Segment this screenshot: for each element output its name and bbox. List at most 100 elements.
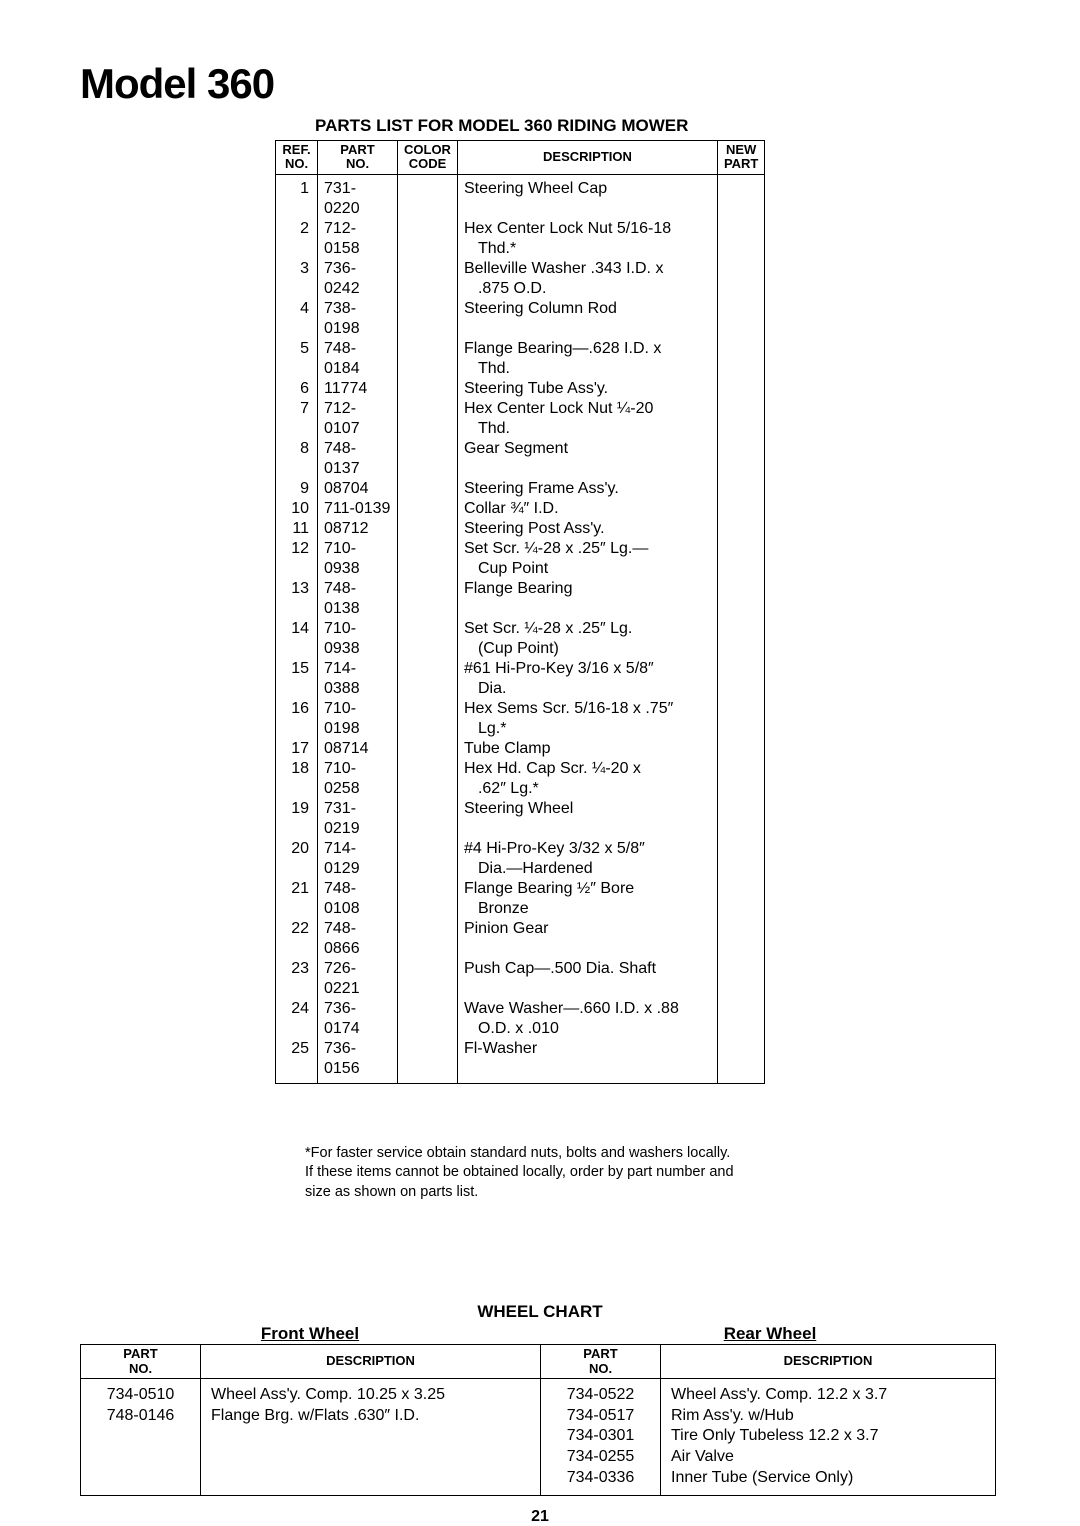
part-cell: 726-0221 [318,959,398,999]
table-row: 1108712Steering Post Ass'y. [276,519,765,539]
desc-cell: Steering Frame Ass'y. [457,479,717,499]
ref-cell: 8 [276,439,318,479]
desc-cell: Flange Bearing—.628 I.D. xThd. [457,339,717,379]
new-cell [717,439,764,479]
table-row: 611774Steering Tube Ass'y. [276,379,765,399]
color-cell [398,219,458,259]
desc-cell: Wave Washer—.660 I.D. x .88O.D. x .010 [457,999,717,1039]
new-cell [717,299,764,339]
new-cell [717,399,764,439]
table-row: 908704Steering Frame Ass'y. [276,479,765,499]
table-row: 3736-0242Belleville Washer .343 I.D. x.8… [276,259,765,299]
new-cell [717,699,764,739]
color-cell [398,739,458,759]
new-cell [717,174,764,219]
ref-cell: 19 [276,799,318,839]
new-cell [717,999,764,1039]
desc-cell: Hex Sems Scr. 5/16-18 x .75″Lg.* [457,699,717,739]
ref-cell: 5 [276,339,318,379]
color-cell [398,379,458,399]
header-part: PART NO. [318,141,398,175]
part-cell: 748-0866 [318,919,398,959]
part-cell: 714-0388 [318,659,398,699]
part-cell: 748-0138 [318,579,398,619]
desc-cell: Steering Column Rod [457,299,717,339]
desc-cell: Hex Center Lock Nut 5/16-18Thd.* [457,219,717,259]
table-row: 21748-0108Flange Bearing ½″ BoreBronze [276,879,765,919]
wheel-header-part-front: PART NO. [81,1345,201,1379]
color-cell [398,259,458,299]
new-cell [717,519,764,539]
new-cell [717,879,764,919]
ref-cell: 12 [276,539,318,579]
ref-cell: 23 [276,959,318,999]
part-cell: 748-0184 [318,339,398,379]
desc-cell: Set Scr. ¼-28 x .25″ Lg.(Cup Point) [457,619,717,659]
new-cell [717,919,764,959]
table-row: 1731-0220Steering Wheel Cap [276,174,765,219]
desc-cell: Set Scr. ¼-28 x .25″ Lg.—Cup Point [457,539,717,579]
part-cell: 731-0219 [318,799,398,839]
part-cell: 08704 [318,479,398,499]
new-cell [717,499,764,519]
table-row: 7712-0107Hex Center Lock Nut ¼-20Thd. [276,399,765,439]
part-cell: 736-0174 [318,999,398,1039]
part-cell: 736-0156 [318,1039,398,1084]
ref-cell: 22 [276,919,318,959]
ref-cell: 18 [276,759,318,799]
new-cell [717,259,764,299]
new-cell [717,659,764,699]
table-row: 4738-0198Steering Column Rod [276,299,765,339]
ref-cell: 16 [276,699,318,739]
new-cell [717,759,764,799]
rear-wheel-desc: Wheel Ass'y. Comp. 12.2 x 3.7 Rim Ass'y.… [661,1378,996,1495]
table-row: 18710-0258Hex Hd. Cap Scr. ¼-20 x.62″ Lg… [276,759,765,799]
part-cell: 748-0137 [318,439,398,479]
desc-cell: Steering Tube Ass'y. [457,379,717,399]
color-cell [398,659,458,699]
table-row: 23726-0221Push Cap—.500 Dia. Shaft [276,959,765,999]
part-cell: 736-0242 [318,259,398,299]
part-cell: 731-0220 [318,174,398,219]
desc-cell: Collar ¾″ I.D. [457,499,717,519]
part-cell: 710-0938 [318,619,398,659]
new-cell [717,739,764,759]
color-cell [398,579,458,619]
desc-cell: Flange Bearing [457,579,717,619]
front-wheel-label: Front Wheel [80,1324,540,1344]
table-row: 1708714Tube Clamp [276,739,765,759]
part-cell: 712-0158 [318,219,398,259]
desc-cell: Hex Center Lock Nut ¼-20Thd. [457,399,717,439]
color-cell [398,999,458,1039]
new-cell [717,959,764,999]
new-cell [717,799,764,839]
desc-cell: Fl-Washer [457,1039,717,1084]
ref-cell: 15 [276,659,318,699]
color-cell [398,799,458,839]
table-row: 2712-0158Hex Center Lock Nut 5/16-18Thd.… [276,219,765,259]
part-cell: 711-0139 [318,499,398,519]
new-cell [717,479,764,499]
ref-cell: 6 [276,379,318,399]
color-cell [398,174,458,219]
table-row: 14710-0938 Set Scr. ¼-28 x .25″ Lg.(Cup P… [276,619,765,659]
ref-cell: 14 [276,619,318,659]
part-cell: 714-0129 [318,839,398,879]
ref-cell: 20 [276,839,318,879]
wheel-chart-table: PART NO. DESCRIPTION PART NO. DESCRIPTIO… [80,1344,996,1496]
wheel-chart-title: WHEEL CHART [80,1302,1000,1322]
ref-cell: 7 [276,399,318,439]
header-color: COLOR CODE [398,141,458,175]
desc-cell: #4 Hi-Pro-Key 3/32 x 5/8″Dia.—Hardened [457,839,717,879]
color-cell [398,959,458,999]
ref-cell: 11 [276,519,318,539]
ref-cell: 10 [276,499,318,519]
header-desc: DESCRIPTION [457,141,717,175]
parts-list-subtitle: PARTS LIST FOR MODEL 360 RIDING MOWER [315,116,1000,136]
desc-cell: Tube Clamp [457,739,717,759]
color-cell [398,439,458,479]
ref-cell: 1 [276,174,318,219]
table-row: 22748-0866Pinion Gear [276,919,765,959]
table-row: 8748-0137Gear Segment [276,439,765,479]
table-row: 10711-0139 Collar ¾″ I.D. [276,499,765,519]
